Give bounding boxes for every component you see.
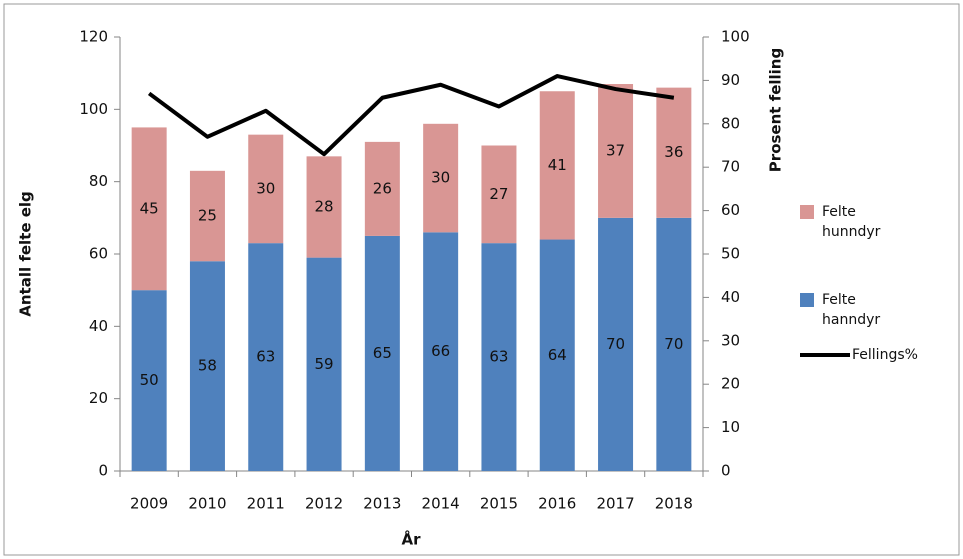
y-tick-label: 80 xyxy=(89,172,108,190)
y2-tick-label: 20 xyxy=(721,375,740,393)
data-label: 63 xyxy=(489,348,508,366)
y2-tick-label: 40 xyxy=(721,288,740,306)
data-label: 36 xyxy=(664,143,683,161)
x-axis-title: År xyxy=(401,530,421,549)
data-label: 50 xyxy=(140,371,159,389)
x-tick-label: 2010 xyxy=(188,495,226,513)
x-tick-label: 2018 xyxy=(655,495,693,513)
data-label: 70 xyxy=(664,335,683,353)
bar-segment xyxy=(364,235,400,471)
data-label: 63 xyxy=(256,348,275,366)
legend-swatch xyxy=(800,293,814,307)
x-tick-label: 2016 xyxy=(538,495,576,513)
data-label: 28 xyxy=(315,197,334,215)
data-label: 64 xyxy=(548,346,567,364)
y2-tick-label: 90 xyxy=(721,71,740,89)
data-label: 26 xyxy=(373,179,392,197)
x-tick-label: 2012 xyxy=(305,495,343,513)
data-label: 25 xyxy=(198,207,217,225)
bar-segment xyxy=(306,257,342,471)
data-label: 59 xyxy=(315,355,334,373)
y-tick-label: 100 xyxy=(79,100,108,118)
y2-tick-label: 30 xyxy=(721,331,740,349)
x-tick-label: 2013 xyxy=(363,495,401,513)
bar-segment xyxy=(481,243,517,471)
y2-axis-title: Prosent felling xyxy=(767,48,785,172)
y-axis-title: Antall felte elg xyxy=(17,191,35,317)
y2-tick-label: 100 xyxy=(721,28,750,46)
legend-label: Felte hunndyr xyxy=(822,204,881,240)
y2-tick-label: 10 xyxy=(721,418,740,436)
y2-tick-label: 70 xyxy=(721,158,740,176)
bar-segment xyxy=(189,170,225,262)
y-tick-label: 120 xyxy=(79,28,108,46)
bar-segment xyxy=(306,156,342,258)
data-label: 41 xyxy=(548,156,567,174)
bar-segment xyxy=(364,141,400,236)
bar-segment xyxy=(131,127,167,291)
legend-label: Felte hanndyr xyxy=(822,292,881,328)
y-tick-label: 40 xyxy=(89,317,108,335)
bar-segment xyxy=(248,243,284,471)
data-label: 37 xyxy=(606,141,625,159)
bar-segment xyxy=(423,232,459,471)
data-label: 70 xyxy=(606,335,625,353)
bar-segment xyxy=(598,84,634,218)
y-tick-label: 0 xyxy=(98,462,108,480)
line-series xyxy=(147,74,675,157)
bar-segment xyxy=(539,239,575,471)
legend-label: Fellings% xyxy=(852,347,918,363)
y2-tick-label: 0 xyxy=(721,462,731,480)
y-tick-label: 20 xyxy=(89,389,108,407)
x-tick-label: 2009 xyxy=(130,495,168,513)
bar-segment xyxy=(131,290,167,471)
x-tick-label: 2011 xyxy=(247,495,285,513)
bar-segment xyxy=(423,123,459,233)
x-tick-label: 2014 xyxy=(422,495,460,513)
data-label: 27 xyxy=(489,185,508,203)
data-label: 45 xyxy=(140,199,159,217)
bar-segment xyxy=(248,134,284,244)
bar-segment xyxy=(598,217,634,471)
y-tick-label: 60 xyxy=(89,245,108,263)
bar-segment xyxy=(656,87,692,218)
data-label: 66 xyxy=(431,342,450,360)
bar-segment xyxy=(189,261,225,471)
bar-segment xyxy=(481,145,517,244)
y2-tick-label: 50 xyxy=(721,245,740,263)
x-tick-label: 2015 xyxy=(480,495,518,513)
legend-swatch xyxy=(800,205,814,219)
data-label: 58 xyxy=(198,357,217,375)
bar-segment xyxy=(539,91,575,240)
x-tick-label: 2017 xyxy=(596,495,634,513)
y2-tick-label: 80 xyxy=(721,114,740,132)
bar-segment xyxy=(656,217,692,471)
data-label: 30 xyxy=(256,179,275,197)
y2-tick-label: 60 xyxy=(721,201,740,219)
data-label: 30 xyxy=(431,169,450,187)
data-label: 65 xyxy=(373,344,392,362)
